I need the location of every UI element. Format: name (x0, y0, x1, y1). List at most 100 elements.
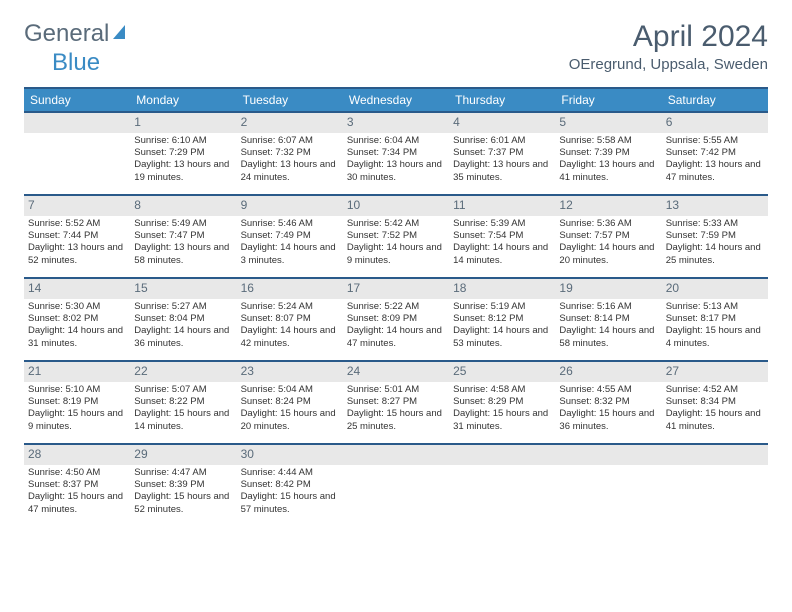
day-number: 17 (343, 279, 449, 299)
day-number: 14 (24, 279, 130, 299)
weekday-header: Saturday (662, 88, 768, 112)
day-cell: 2Sunrise: 6:07 AMSunset: 7:32 PMDaylight… (237, 112, 343, 195)
day-number: 23 (237, 362, 343, 382)
day-number: 15 (130, 279, 236, 299)
day-number-empty (449, 445, 555, 465)
day-number: 10 (343, 196, 449, 216)
day-number-empty (662, 445, 768, 465)
day-cell: 7Sunrise: 5:52 AMSunset: 7:44 PMDaylight… (24, 195, 130, 278)
day-info: Sunrise: 4:44 AMSunset: 8:42 PMDaylight:… (241, 467, 339, 516)
day-cell: 24Sunrise: 5:01 AMSunset: 8:27 PMDayligh… (343, 361, 449, 444)
day-number: 18 (449, 279, 555, 299)
day-number: 19 (555, 279, 661, 299)
week-row: 7Sunrise: 5:52 AMSunset: 7:44 PMDaylight… (24, 195, 768, 278)
month-title: April 2024 (569, 20, 768, 54)
title-block: April 2024 OEregrund, Uppsala, Sweden (569, 20, 768, 73)
day-number: 27 (662, 362, 768, 382)
day-number: 24 (343, 362, 449, 382)
week-row: 14Sunrise: 5:30 AMSunset: 8:02 PMDayligh… (24, 278, 768, 361)
day-cell: 3Sunrise: 6:04 AMSunset: 7:34 PMDaylight… (343, 112, 449, 195)
day-info: Sunrise: 5:07 AMSunset: 8:22 PMDaylight:… (134, 384, 232, 433)
weekday-header: Monday (130, 88, 236, 112)
day-cell: 5Sunrise: 5:58 AMSunset: 7:39 PMDaylight… (555, 112, 661, 195)
day-cell: 20Sunrise: 5:13 AMSunset: 8:17 PMDayligh… (662, 278, 768, 361)
day-number: 3 (343, 113, 449, 133)
day-info: Sunrise: 5:30 AMSunset: 8:02 PMDaylight:… (28, 301, 126, 350)
day-number-empty (343, 445, 449, 465)
day-number: 16 (237, 279, 343, 299)
calendar-body: 1Sunrise: 6:10 AMSunset: 7:29 PMDaylight… (24, 112, 768, 526)
day-number: 11 (449, 196, 555, 216)
calendar-table: Sunday Monday Tuesday Wednesday Thursday… (24, 87, 768, 526)
day-info: Sunrise: 4:50 AMSunset: 8:37 PMDaylight:… (28, 467, 126, 516)
logo: General (24, 20, 129, 48)
day-cell (343, 444, 449, 526)
logo-text-blue: Blue (52, 49, 100, 76)
logo-sail-icon (111, 20, 129, 48)
day-cell: 14Sunrise: 5:30 AMSunset: 8:02 PMDayligh… (24, 278, 130, 361)
day-info: Sunrise: 5:04 AMSunset: 8:24 PMDaylight:… (241, 384, 339, 433)
day-cell: 8Sunrise: 5:49 AMSunset: 7:47 PMDaylight… (130, 195, 236, 278)
week-row: 21Sunrise: 5:10 AMSunset: 8:19 PMDayligh… (24, 361, 768, 444)
day-info: Sunrise: 5:22 AMSunset: 8:09 PMDaylight:… (347, 301, 445, 350)
day-number: 1 (130, 113, 236, 133)
day-info: Sunrise: 5:52 AMSunset: 7:44 PMDaylight:… (28, 218, 126, 267)
week-row: 1Sunrise: 6:10 AMSunset: 7:29 PMDaylight… (24, 112, 768, 195)
day-info: Sunrise: 5:19 AMSunset: 8:12 PMDaylight:… (453, 301, 551, 350)
day-info: Sunrise: 5:27 AMSunset: 8:04 PMDaylight:… (134, 301, 232, 350)
day-info: Sunrise: 5:24 AMSunset: 8:07 PMDaylight:… (241, 301, 339, 350)
day-cell: 17Sunrise: 5:22 AMSunset: 8:09 PMDayligh… (343, 278, 449, 361)
day-info: Sunrise: 5:42 AMSunset: 7:52 PMDaylight:… (347, 218, 445, 267)
day-number: 2 (237, 113, 343, 133)
logo-text-general: General (24, 20, 109, 48)
day-info: Sunrise: 5:33 AMSunset: 7:59 PMDaylight:… (666, 218, 764, 267)
day-number: 29 (130, 445, 236, 465)
day-cell: 21Sunrise: 5:10 AMSunset: 8:19 PMDayligh… (24, 361, 130, 444)
day-cell: 13Sunrise: 5:33 AMSunset: 7:59 PMDayligh… (662, 195, 768, 278)
day-cell: 27Sunrise: 4:52 AMSunset: 8:34 PMDayligh… (662, 361, 768, 444)
day-cell: 23Sunrise: 5:04 AMSunset: 8:24 PMDayligh… (237, 361, 343, 444)
day-number: 25 (449, 362, 555, 382)
day-number: 30 (237, 445, 343, 465)
day-cell: 12Sunrise: 5:36 AMSunset: 7:57 PMDayligh… (555, 195, 661, 278)
day-info: Sunrise: 5:36 AMSunset: 7:57 PMDaylight:… (559, 218, 657, 267)
day-cell: 18Sunrise: 5:19 AMSunset: 8:12 PMDayligh… (449, 278, 555, 361)
day-cell: 15Sunrise: 5:27 AMSunset: 8:04 PMDayligh… (130, 278, 236, 361)
day-info: Sunrise: 5:16 AMSunset: 8:14 PMDaylight:… (559, 301, 657, 350)
day-info: Sunrise: 5:55 AMSunset: 7:42 PMDaylight:… (666, 135, 764, 184)
day-info: Sunrise: 5:58 AMSunset: 7:39 PMDaylight:… (559, 135, 657, 184)
day-cell: 22Sunrise: 5:07 AMSunset: 8:22 PMDayligh… (130, 361, 236, 444)
day-cell (24, 112, 130, 195)
day-number: 26 (555, 362, 661, 382)
day-info: Sunrise: 4:47 AMSunset: 8:39 PMDaylight:… (134, 467, 232, 516)
day-number: 28 (24, 445, 130, 465)
day-number: 20 (662, 279, 768, 299)
weekday-header: Wednesday (343, 88, 449, 112)
day-cell: 1Sunrise: 6:10 AMSunset: 7:29 PMDaylight… (130, 112, 236, 195)
day-number: 13 (662, 196, 768, 216)
day-cell: 29Sunrise: 4:47 AMSunset: 8:39 PMDayligh… (130, 444, 236, 526)
day-number: 21 (24, 362, 130, 382)
day-number-empty (24, 113, 130, 133)
day-cell (449, 444, 555, 526)
day-info: Sunrise: 5:46 AMSunset: 7:49 PMDaylight:… (241, 218, 339, 267)
day-number: 6 (662, 113, 768, 133)
day-cell: 9Sunrise: 5:46 AMSunset: 7:49 PMDaylight… (237, 195, 343, 278)
day-cell: 11Sunrise: 5:39 AMSunset: 7:54 PMDayligh… (449, 195, 555, 278)
day-info: Sunrise: 5:49 AMSunset: 7:47 PMDaylight:… (134, 218, 232, 267)
day-number: 22 (130, 362, 236, 382)
day-cell: 16Sunrise: 5:24 AMSunset: 8:07 PMDayligh… (237, 278, 343, 361)
weekday-header-row: Sunday Monday Tuesday Wednesday Thursday… (24, 88, 768, 112)
day-info: Sunrise: 6:01 AMSunset: 7:37 PMDaylight:… (453, 135, 551, 184)
location-label: OEregrund, Uppsala, Sweden (569, 56, 768, 73)
weekday-header: Tuesday (237, 88, 343, 112)
day-number: 5 (555, 113, 661, 133)
day-info: Sunrise: 4:58 AMSunset: 8:29 PMDaylight:… (453, 384, 551, 433)
day-cell: 25Sunrise: 4:58 AMSunset: 8:29 PMDayligh… (449, 361, 555, 444)
day-cell: 19Sunrise: 5:16 AMSunset: 8:14 PMDayligh… (555, 278, 661, 361)
day-cell: 10Sunrise: 5:42 AMSunset: 7:52 PMDayligh… (343, 195, 449, 278)
day-info: Sunrise: 5:01 AMSunset: 8:27 PMDaylight:… (347, 384, 445, 433)
day-info: Sunrise: 4:55 AMSunset: 8:32 PMDaylight:… (559, 384, 657, 433)
day-info: Sunrise: 5:13 AMSunset: 8:17 PMDaylight:… (666, 301, 764, 350)
day-number: 8 (130, 196, 236, 216)
